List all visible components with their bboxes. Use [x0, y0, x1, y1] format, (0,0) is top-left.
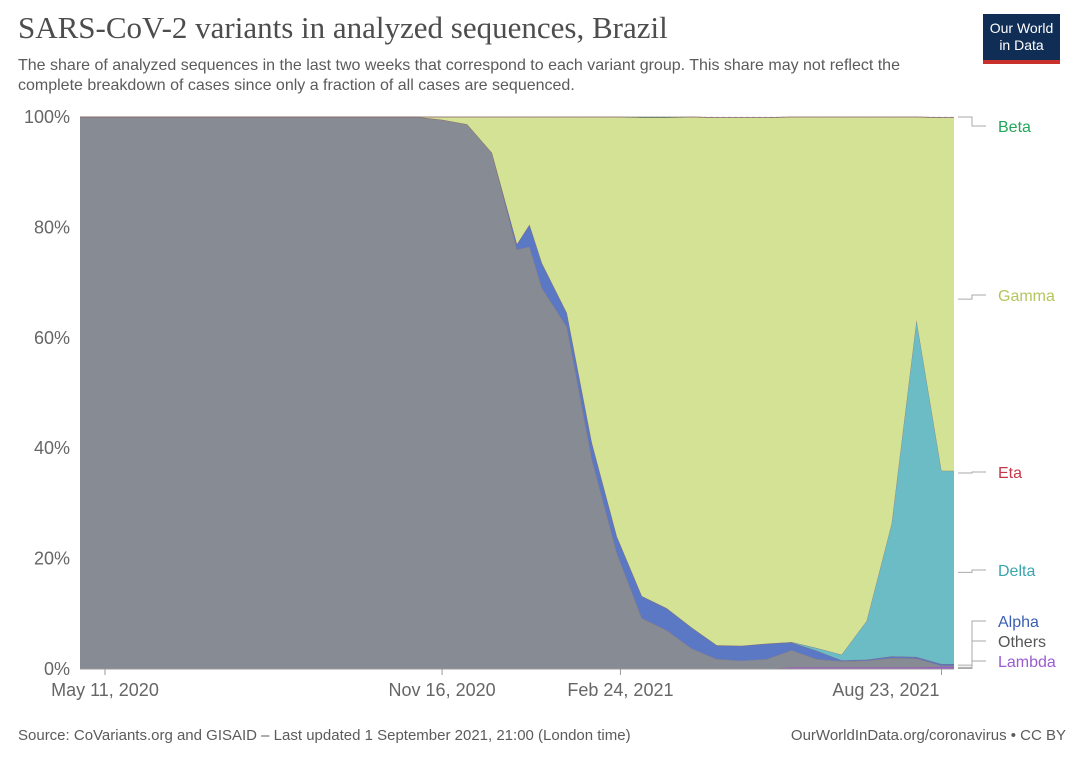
y-tick-40: 40%	[34, 438, 70, 458]
credit-link[interactable]: OurWorldInData.org/coronavirus • CC BY	[790, 727, 1066, 744]
logo-line-1: Our World	[989, 20, 1054, 36]
legend-connector-gamma	[958, 294, 986, 300]
x-tick-aug-23-2021: Aug 23, 2021	[832, 680, 939, 700]
x-tick-feb-24-2021: Feb 24, 2021	[567, 680, 673, 700]
legend: Beta Gamma Eta Delta Alpha Others Lambda	[958, 116, 1056, 671]
y-axis-ticks: 0% 20% 40% 60% 80% 100%	[24, 107, 70, 679]
legend-connector-beta	[958, 116, 986, 127]
owid-logo[interactable]: Our World in Data	[983, 14, 1060, 64]
legend-connector-lambda	[958, 660, 986, 669]
legend-label-alpha: Alpha	[998, 614, 1039, 631]
y-tick-60: 60%	[34, 328, 70, 348]
edge-beta	[80, 116, 954, 118]
area-others	[80, 117, 954, 669]
legend-connector-delta	[958, 569, 986, 573]
logo-line-2: in Data	[999, 37, 1044, 53]
legend-label-eta: Eta	[998, 465, 1022, 482]
x-axis-ticks: May 11, 2020 Nov 16, 2020 Feb 24, 2021 Aug …	[51, 668, 954, 700]
legend-label-beta: Beta	[998, 119, 1031, 136]
stacked-areas	[80, 116, 954, 670]
x-tick-nov-16-2020: Nov 16, 2020	[389, 680, 496, 700]
y-tick-0: 0%	[44, 659, 70, 679]
legend-connector-others	[958, 640, 986, 668]
legend-label-delta: Delta	[998, 563, 1035, 580]
variant-area-chart: 0% 20% 40% 60% 80% 100% May 11, 2020 Nov 16, 2…	[24, 107, 1056, 700]
area-gamma	[80, 117, 954, 655]
legend-label-gamma: Gamma	[998, 288, 1055, 305]
legend-label-others: Others	[998, 634, 1046, 651]
y-tick-100: 100%	[24, 107, 70, 127]
legend-label-lambda: Lambda	[998, 654, 1056, 671]
x-tick-may-11-2020: May 11, 2020	[51, 680, 159, 700]
y-tick-20: 20%	[34, 549, 70, 569]
source-note: Source: CoVariants.org and GISAID – Last…	[18, 727, 631, 744]
chart-title: SARS-CoV-2 variants in analyzed sequence…	[18, 10, 668, 45]
chart-subtitle: The share of analyzed sequences in the l…	[18, 57, 900, 94]
legend-connector-eta	[958, 471, 986, 474]
y-tick-80: 80%	[34, 217, 70, 237]
